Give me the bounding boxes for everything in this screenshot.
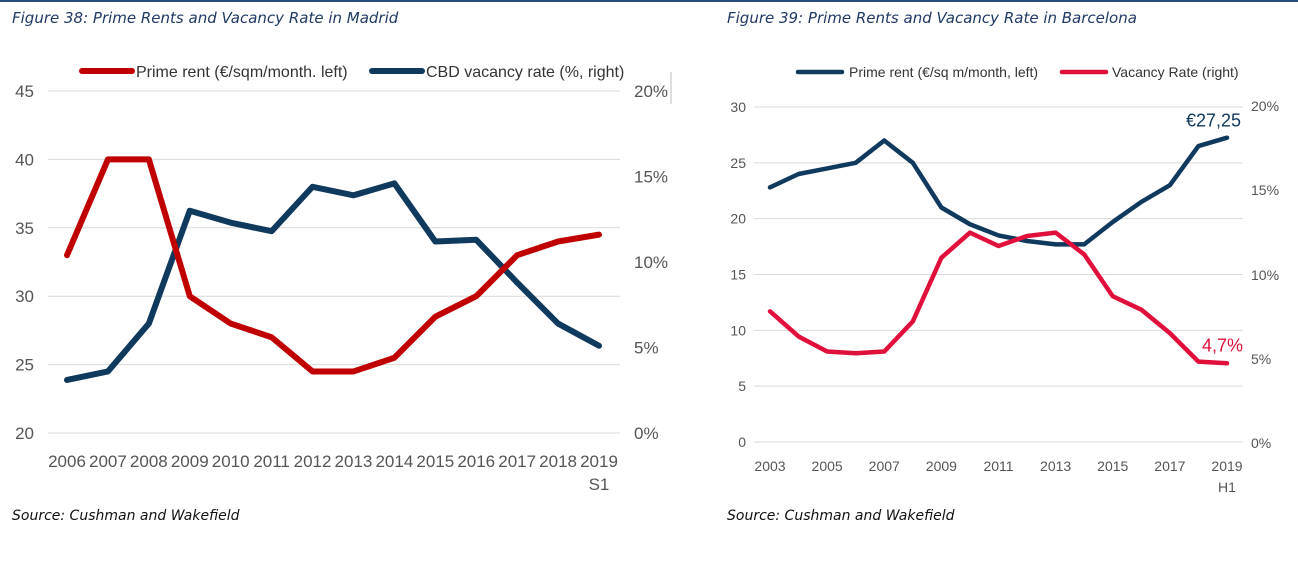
madrid-x-tick-label: 2013	[335, 452, 373, 471]
barcelona-x-tick-label: 2013	[1040, 458, 1071, 474]
madrid-x-tick-label: 2018	[539, 452, 577, 471]
madrid-x-tick-sublabel: S1	[589, 475, 610, 494]
top-divider-line	[0, 0, 1298, 2]
madrid-rent-series-line	[64, 156, 602, 375]
madrid-left-tick-label: 25	[15, 356, 34, 375]
barcelona-x-tick-label: 2003	[754, 458, 785, 474]
barcelona-x-tick-label: 2017	[1154, 458, 1185, 474]
madrid-x-tick-label: 2007	[89, 452, 127, 471]
barcelona-right-tick-label: 5%	[1251, 351, 1271, 367]
madrid-x-tick-label: 2012	[294, 452, 332, 471]
madrid-x-tick-label: 2006	[48, 452, 86, 471]
barcelona-rent-end-annotation: €27,25	[1186, 111, 1241, 131]
barcelona-left-tick-label: 5	[738, 378, 746, 394]
madrid-left-tick-label: 35	[15, 219, 34, 238]
barcelona-rent-series-line	[767, 135, 1230, 247]
barcelona-left-tick-label: 0	[738, 434, 746, 450]
madrid-x-tick-label: 2017	[498, 452, 536, 471]
madrid-x-tick-label: 2016	[457, 452, 495, 471]
barcelona-source-note: Source: Cushman and Wakefield	[727, 508, 955, 524]
barcelona-left-tick-label: 30	[730, 99, 746, 115]
barcelona-right-tick-label: 20%	[1251, 98, 1279, 114]
madrid-x-tick-label: 2014	[375, 452, 413, 471]
madrid-vacancy-series-line	[64, 180, 602, 383]
madrid-source-note: Source: Cushman and Wakefield	[12, 508, 240, 524]
barcelona-left-tick-label: 15	[730, 267, 746, 283]
barcelona-x-tick-label: 2019	[1211, 458, 1242, 474]
madrid-right-tick-label: 0%	[634, 424, 659, 443]
barcelona-x-tick-label: 2005	[812, 458, 843, 474]
barcelona-figure-title: Figure 39: Prime Rents and Vacancy Rate …	[727, 9, 1137, 27]
madrid-left-tick-label: 40	[15, 150, 34, 169]
barcelona-left-tick-label: 20	[730, 211, 746, 227]
barcelona-x-tick-label: 2011	[983, 458, 1013, 474]
barcelona-right-tick-label: 15%	[1251, 182, 1279, 198]
madrid-x-tick-label: 2015	[416, 452, 454, 471]
madrid-legend-rent-label: Prime rent (€/sqm/month. left)	[136, 64, 348, 81]
madrid-left-tick-label: 30	[15, 287, 34, 306]
madrid-figure-title: Figure 38: Prime Rents and Vacancy Rate …	[12, 9, 399, 27]
barcelona-legend-rent-label: Prime rent (€/sq m/month, left)	[849, 64, 1038, 80]
barcelona-x-tick-label: 2007	[869, 458, 900, 474]
madrid-x-tick-label: 2009	[171, 452, 209, 471]
madrid-right-tick-label: 20%	[634, 82, 668, 101]
madrid-legend-vacancy-label: CBD vacancy rate (%, right)	[426, 64, 624, 81]
madrid-x-tick-label: 2008	[130, 452, 168, 471]
barcelona-right-tick-label: 0%	[1251, 435, 1271, 451]
barcelona-vacancy-series-line	[767, 230, 1230, 366]
barcelona-left-tick-label: 25	[730, 155, 746, 171]
barcelona-vacancy-end-annotation: 4,7%	[1202, 335, 1243, 355]
barcelona-x-tick-label: 2015	[1097, 458, 1128, 474]
madrid-left-tick-label: 20	[15, 424, 34, 443]
madrid-right-tick-label: 10%	[634, 253, 668, 272]
barcelona-x-tick-sublabel: H1	[1218, 479, 1236, 495]
madrid-left-tick-label: 45	[15, 82, 34, 101]
madrid-x-tick-label: 2010	[212, 452, 250, 471]
barcelona-left-tick-label: 10	[730, 322, 746, 338]
barcelona-legend-vacancy-label: Vacancy Rate (right)	[1112, 64, 1239, 80]
madrid-right-tick-label: 15%	[634, 168, 668, 187]
barcelona-x-tick-label: 2009	[926, 458, 957, 474]
madrid-x-tick-label: 2011	[253, 452, 290, 471]
barcelona-right-tick-label: 10%	[1251, 267, 1279, 283]
madrid-right-tick-label: 5%	[634, 339, 659, 358]
madrid-x-tick-label: 2019	[580, 452, 618, 471]
